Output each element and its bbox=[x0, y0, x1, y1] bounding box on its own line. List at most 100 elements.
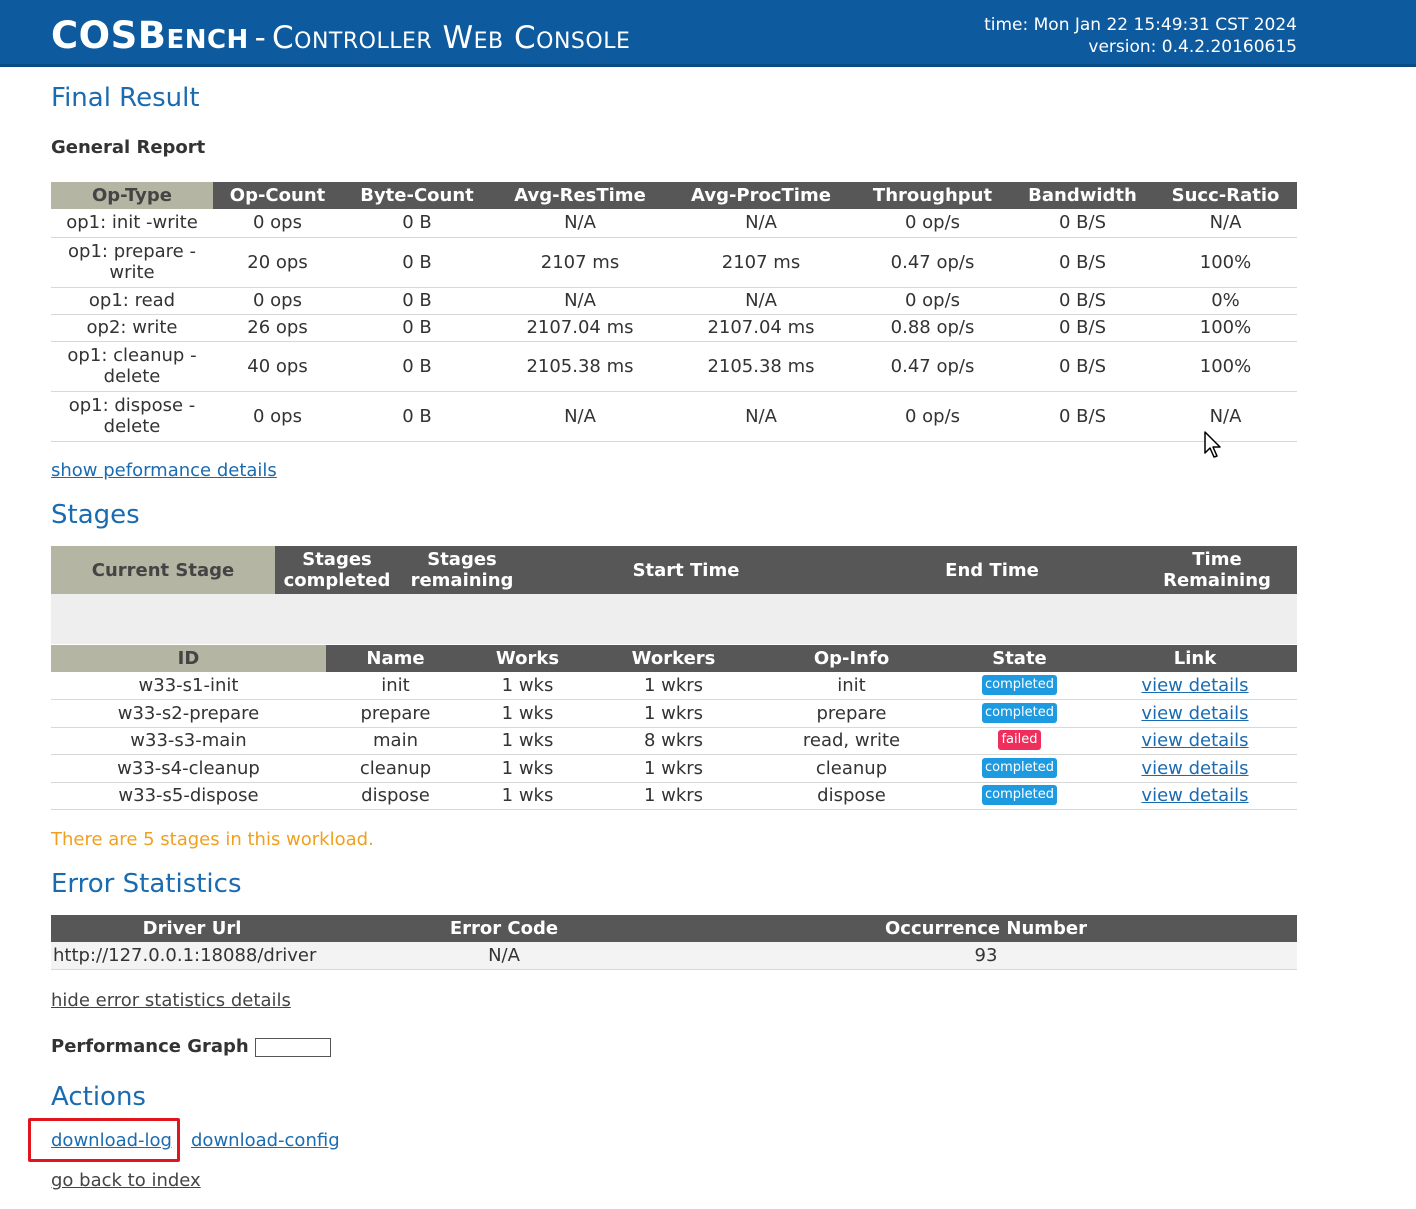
cell-op-count: 26 ops bbox=[213, 314, 342, 342]
cell-stage-name: prepare bbox=[326, 699, 465, 728]
report-row: op1: init -write 0 ops 0 B N/A N/A 0 op/… bbox=[51, 209, 1297, 238]
stage-summary-table: Current Stage Stages completed Stages re… bbox=[51, 546, 1297, 644]
app-separator: - bbox=[254, 20, 267, 56]
cell-byte-count: 0 B bbox=[342, 314, 492, 342]
cell-stage-works: 1 wks bbox=[465, 782, 590, 810]
cell-stage-name: cleanup bbox=[326, 754, 465, 783]
cell-driver-url: http://127.0.0.1:18088/driver bbox=[51, 942, 333, 970]
cell-byte-count: 0 B bbox=[342, 391, 492, 442]
cell-stages-completed bbox=[275, 594, 399, 644]
view-details-link[interactable]: view details bbox=[1141, 674, 1249, 696]
cell-avg-proctime: 2107 ms bbox=[668, 237, 854, 288]
show-performance-details-link[interactable]: show peformance details bbox=[51, 460, 277, 481]
report-row: op1: read 0 ops 0 B N/A N/A 0 op/s 0 B/S… bbox=[51, 287, 1297, 315]
cell-stage-opinfo: read, write bbox=[757, 727, 946, 755]
cell-stage-works: 1 wks bbox=[465, 672, 590, 700]
col-succ-ratio: Succ-Ratio bbox=[1154, 182, 1297, 209]
view-details-link[interactable]: view details bbox=[1141, 785, 1249, 806]
cell-stage-workers: 1 wkrs bbox=[590, 782, 757, 810]
hide-error-statistics-link[interactable]: hide error statistics details bbox=[51, 990, 291, 1011]
highlight-box bbox=[28, 1118, 180, 1162]
cell-stage-workers: 1 wkrs bbox=[590, 672, 757, 700]
col-id: ID bbox=[51, 645, 326, 672]
cell-bandwidth: 0 B/S bbox=[1011, 314, 1154, 342]
report-header-row: Op-Type Op-Count Byte-Count Avg-ResTime … bbox=[51, 182, 1297, 209]
cell-succ-ratio: 0% bbox=[1154, 287, 1297, 315]
stage-row: w33-s2-prepare prepare 1 wks 1 wkrs prep… bbox=[51, 699, 1297, 728]
state-badge-completed: completed bbox=[982, 702, 1057, 723]
col-op-info: Op-Info bbox=[757, 645, 946, 672]
cell-stage-opinfo: cleanup bbox=[757, 754, 946, 783]
col-avg-proctime: Avg-ProcTime bbox=[668, 182, 854, 209]
cell-stage-workers: 1 wkrs bbox=[590, 754, 757, 783]
performance-graph-box[interactable] bbox=[255, 1038, 331, 1057]
general-report-label: General Report bbox=[51, 137, 206, 158]
cell-throughput: 0.47 op/s bbox=[854, 237, 1011, 288]
col-end-time: End Time bbox=[847, 546, 1137, 594]
cell-start-time bbox=[525, 594, 847, 644]
cell-avg-restime: 2105.38 ms bbox=[492, 341, 668, 392]
cell-bandwidth: 0 B/S bbox=[1011, 237, 1154, 288]
app-title: COSBench - Controller Web Console bbox=[51, 14, 630, 65]
final-result-heading: Final Result bbox=[51, 83, 200, 113]
report-row: op1: cleanup - delete 40 ops 0 B 2105.38… bbox=[51, 341, 1297, 392]
cell-stage-link: view details bbox=[1093, 754, 1297, 783]
cell-succ-ratio: N/A bbox=[1154, 209, 1297, 238]
cell-stage-id: w33-s1-init bbox=[51, 672, 326, 700]
cell-stage-workers: 1 wkrs bbox=[590, 699, 757, 728]
col-state: State bbox=[946, 645, 1093, 672]
cell-bandwidth: 0 B/S bbox=[1011, 391, 1154, 442]
view-details-link[interactable]: view details bbox=[1141, 730, 1249, 751]
state-badge-completed: completed bbox=[982, 785, 1057, 805]
report-row: op1: dispose - delete 0 ops 0 B N/A N/A … bbox=[51, 391, 1297, 442]
col-time-remaining: Time Remaining bbox=[1137, 546, 1297, 594]
cell-stage-works: 1 wks bbox=[465, 754, 590, 783]
cell-op-type: op1: dispose - delete bbox=[51, 391, 213, 442]
view-details-link[interactable]: view details bbox=[1141, 757, 1249, 779]
cell-stage-id: w33-s5-dispose bbox=[51, 782, 326, 810]
download-config-link[interactable]: download-config bbox=[191, 1130, 340, 1151]
back-to-index-link[interactable]: go back to index bbox=[51, 1170, 201, 1191]
cell-stage-state: completed bbox=[946, 782, 1093, 810]
cell-stage-workers: 8 wkrs bbox=[590, 727, 757, 755]
cell-op-count: 20 ops bbox=[213, 237, 342, 288]
version-label: version: 0.4.2.20160615 bbox=[1088, 37, 1297, 57]
cell-throughput: 0 op/s bbox=[854, 287, 1011, 315]
cell-byte-count: 0 B bbox=[342, 287, 492, 315]
stage-row: w33-s1-init init 1 wks 1 wkrs init compl… bbox=[51, 672, 1297, 700]
view-details-link[interactable]: view details bbox=[1141, 702, 1249, 724]
stage-summary-row bbox=[51, 594, 1297, 644]
report-row: op1: prepare - write 20 ops 0 B 2107 ms … bbox=[51, 237, 1297, 288]
cell-stage-name: init bbox=[326, 672, 465, 700]
cell-stage-id: w33-s2-prepare bbox=[51, 699, 326, 728]
server-time: time: Mon Jan 22 15:49:31 CST 2024 bbox=[984, 15, 1297, 35]
cell-succ-ratio: 100% bbox=[1154, 341, 1297, 392]
cell-op-count: 40 ops bbox=[213, 341, 342, 392]
cell-avg-proctime: N/A bbox=[668, 391, 854, 442]
cell-avg-proctime: N/A bbox=[668, 209, 854, 238]
header-bar: COSBench - Controller Web Console time: … bbox=[0, 0, 1416, 67]
stage-count-note: There are 5 stages in this workload. bbox=[51, 829, 374, 850]
cell-op-type: op1: read bbox=[51, 287, 213, 315]
cell-succ-ratio: 100% bbox=[1154, 314, 1297, 342]
cell-stage-link: view details bbox=[1093, 727, 1297, 755]
col-start-time: Start Time bbox=[525, 546, 847, 594]
cell-stage-name: main bbox=[326, 727, 465, 755]
cell-avg-restime: N/A bbox=[492, 287, 668, 315]
cell-bandwidth: 0 B/S bbox=[1011, 341, 1154, 392]
error-header-row: Driver Url Error Code Occurrence Number bbox=[51, 915, 1297, 942]
report-row: op2: write 26 ops 0 B 2107.04 ms 2107.04… bbox=[51, 314, 1297, 342]
cell-avg-proctime: N/A bbox=[668, 287, 854, 315]
cell-throughput: 0.47 op/s bbox=[854, 341, 1011, 392]
app-name: COSBench bbox=[51, 14, 249, 57]
download-log-link[interactable]: download-log bbox=[51, 1130, 172, 1151]
stage-row: w33-s4-cleanup cleanup 1 wks 1 wkrs clea… bbox=[51, 754, 1297, 783]
cell-current-stage bbox=[51, 594, 275, 644]
mouse-cursor-icon bbox=[1204, 431, 1222, 464]
cell-stage-opinfo: dispose bbox=[757, 782, 946, 810]
cell-time-remaining bbox=[1137, 594, 1297, 644]
cell-op-type: op1: cleanup - delete bbox=[51, 341, 213, 392]
col-occurrence-number: Occurrence Number bbox=[675, 915, 1297, 942]
cell-stage-name: dispose bbox=[326, 782, 465, 810]
cell-end-time bbox=[847, 594, 1137, 644]
